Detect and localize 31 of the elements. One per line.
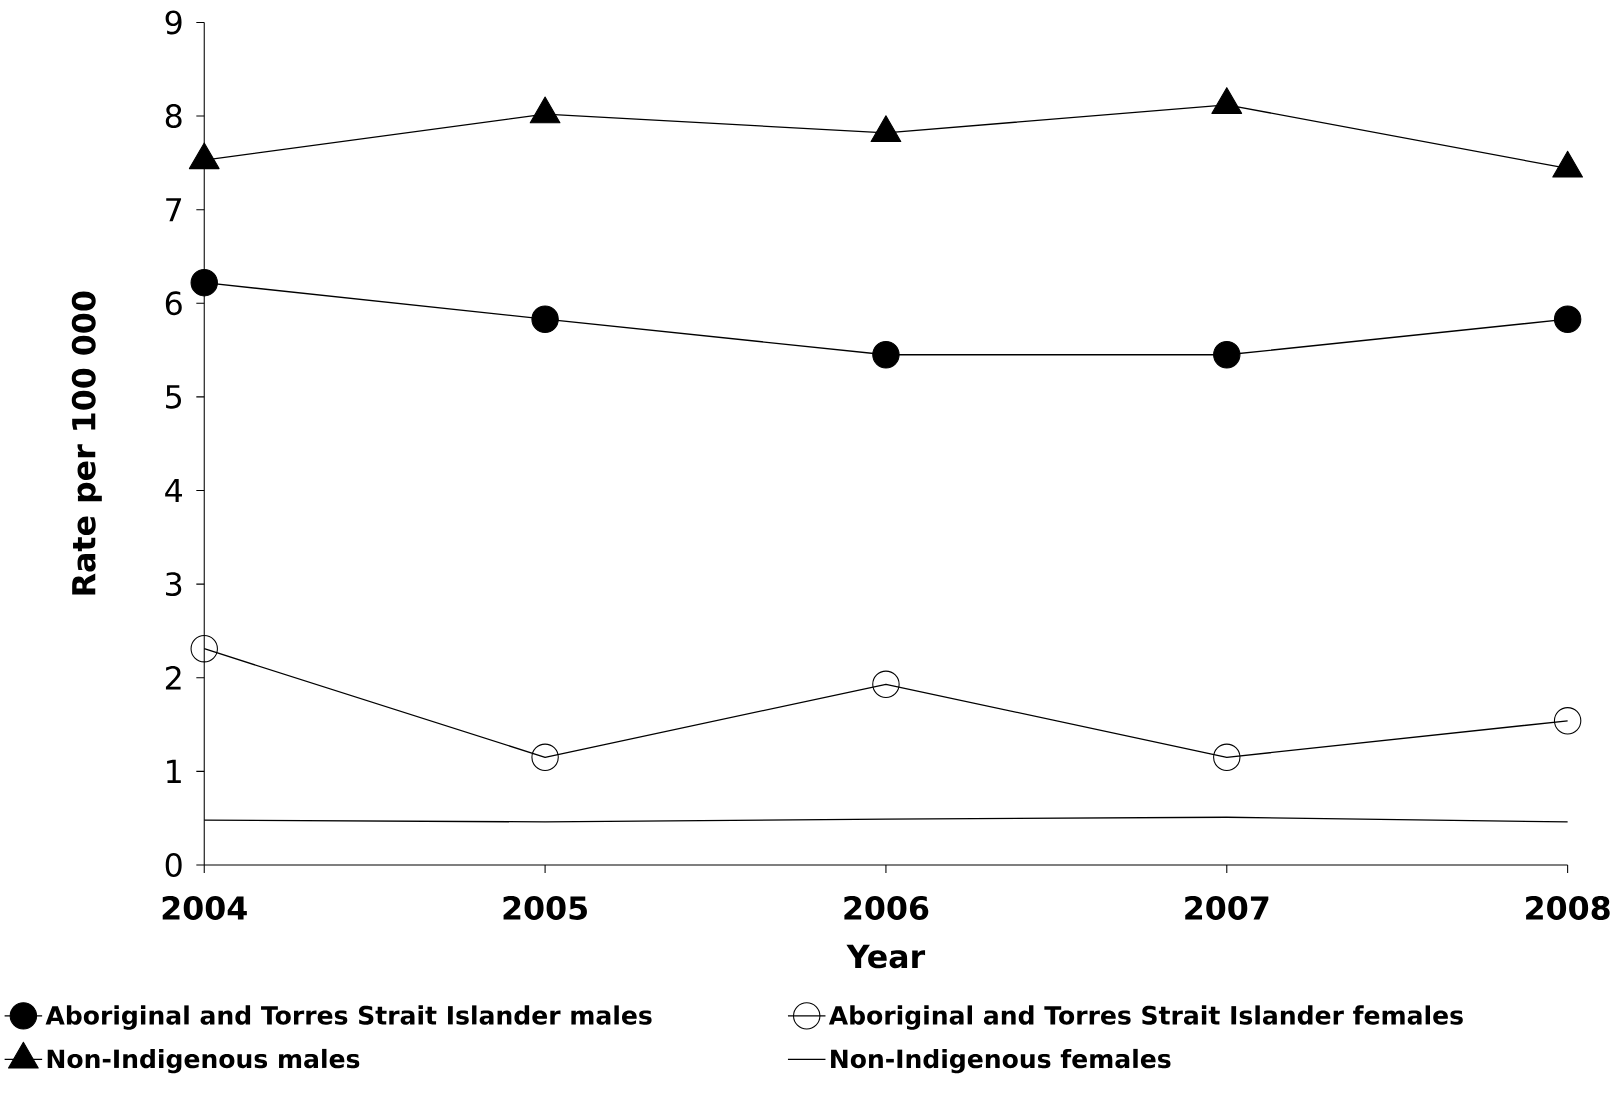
point: [190, 635, 218, 663]
x-tick-label: 2007: [1185, 896, 1269, 921]
x-tick-label: 2004: [162, 896, 247, 921]
y-tick-label: 4: [165, 479, 182, 503]
legend-label: Non-Indigenous females: [831, 1049, 1171, 1074]
point: [1213, 743, 1241, 772]
y-tick-label: 2: [165, 666, 181, 690]
point: [531, 743, 559, 772]
y-tick-label: 5: [166, 385, 181, 409]
y-tick-label: 7: [166, 198, 182, 222]
point: [870, 115, 902, 143]
y-tick-label: 6: [165, 291, 182, 316]
x-tick-label: 2005: [503, 896, 587, 921]
point: [1552, 151, 1584, 178]
legend-label: Aboriginal and Torres Strait Islander females: [828, 1005, 1463, 1031]
point: [529, 96, 561, 124]
point: [1553, 707, 1582, 735]
x-axis-title: Year: [846, 945, 926, 969]
x-tick-label: 2008: [1526, 896, 1610, 921]
point: [1211, 87, 1243, 115]
x-tick-label: 2006: [844, 896, 929, 921]
legend-label: Aboriginal and Torres Strait Islander males: [45, 1005, 652, 1031]
point: [188, 142, 220, 170]
y-tick-label: 9: [165, 10, 182, 35]
y-tick-label: 0: [165, 853, 182, 878]
y-tick-label: 3: [166, 572, 182, 597]
y-tick-label: 1: [167, 760, 181, 784]
point: [872, 670, 900, 699]
legend-label: Non-Indigenous males: [47, 1049, 360, 1074]
y-axis-title: Rate per 100 000: [71, 291, 102, 595]
y-tick-label: 8: [165, 104, 182, 129]
